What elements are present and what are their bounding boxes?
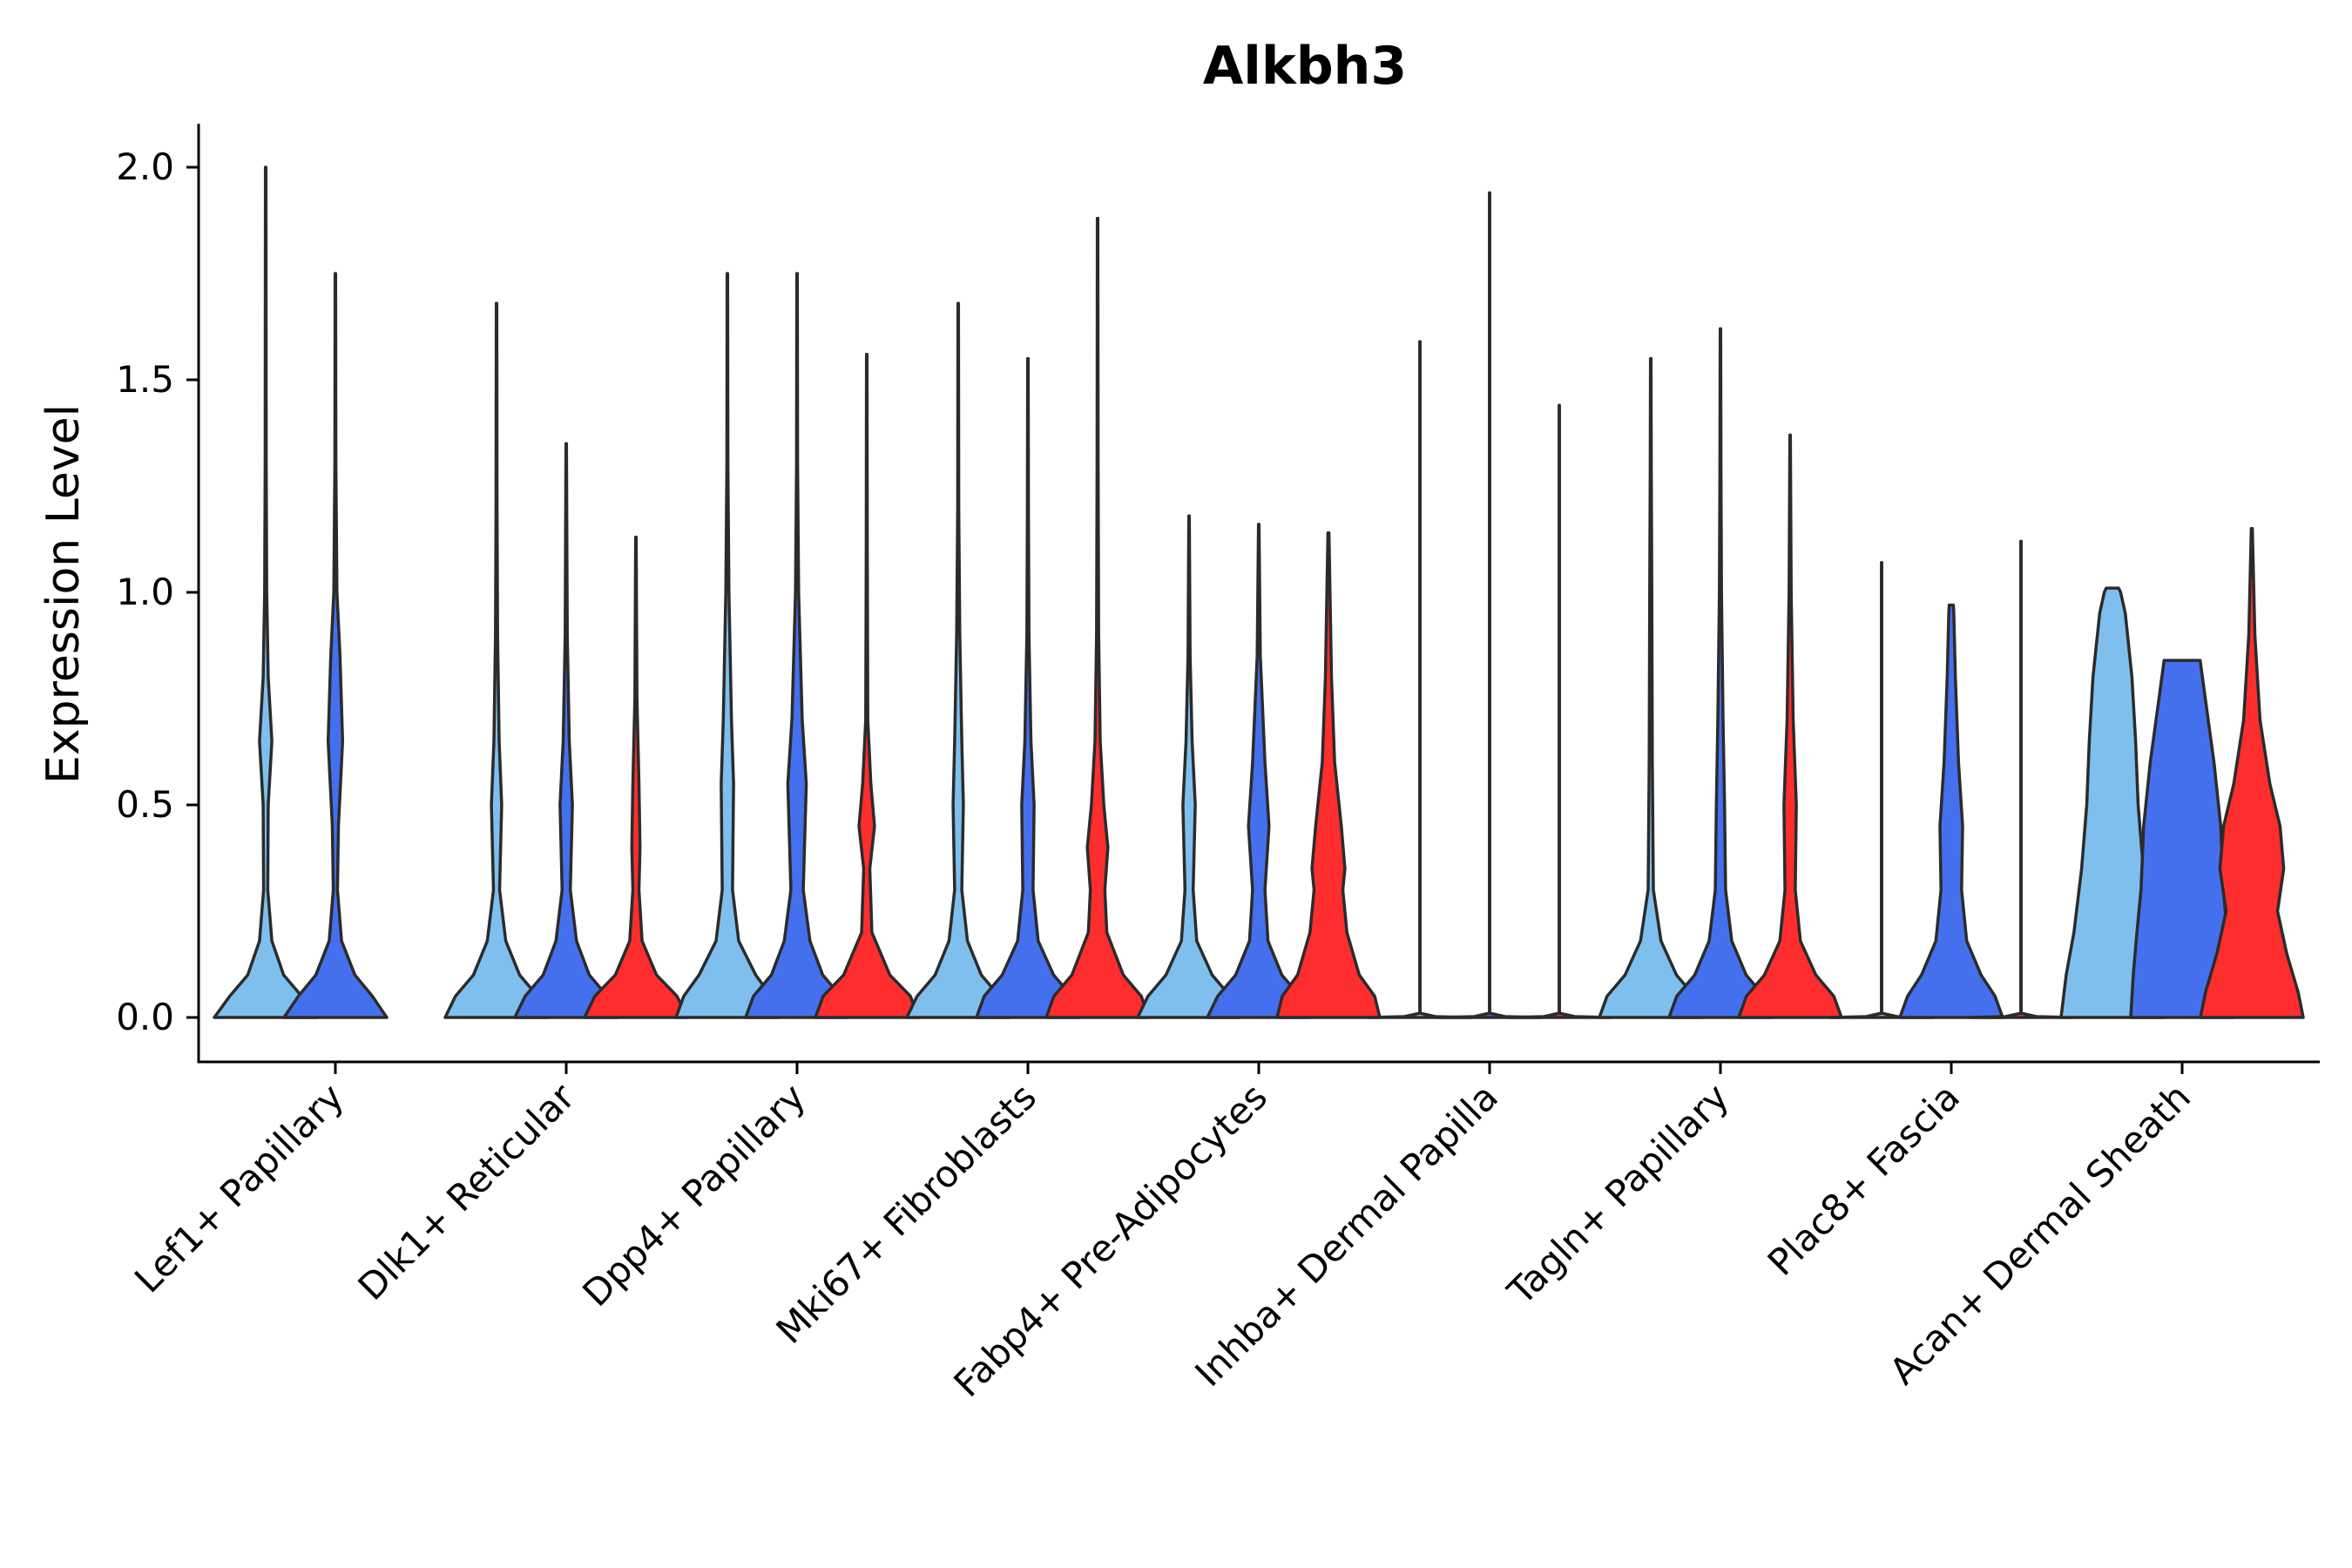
violin-plac8-fascia-group-1	[1828, 561, 1935, 1019]
violin-inhba-dermal-papilla-group-2	[1436, 191, 1543, 1019]
x-tick-label: Dlk1+ Reticular	[350, 1075, 584, 1308]
x-tick-label: Dpp4+ Papillary	[574, 1075, 814, 1315]
violin-mki67-fibroblasts-group-1	[905, 301, 1011, 1019]
y-tick-label: 0.0	[116, 996, 174, 1038]
violin-inhba-dermal-papilla-group-1	[1367, 340, 1473, 1019]
violin-fabp4-pre-adipocytes-group-1	[1136, 514, 1242, 1019]
violin-lef1-papillary-group-1	[213, 166, 319, 1019]
chart-title: Alkbh3	[1203, 36, 1407, 97]
violin-dlk1-reticular-group-2	[513, 442, 619, 1019]
x-tick-label: Tagln+ Papillary	[1499, 1075, 1737, 1313]
y-axis-title: Expression Level	[37, 404, 90, 784]
violin-acan-dermal-sheath-group-3	[2199, 527, 2305, 1019]
violin-mki67-fibroblasts-group-2	[975, 356, 1081, 1019]
violin-dpp4-papillary-group-2	[744, 272, 850, 1019]
violin-dlk1-reticular-group-1	[443, 301, 550, 1019]
y-tick-label: 1.5	[116, 358, 174, 401]
violin-tagln-papillary-group-3	[1737, 433, 1843, 1019]
violin-mki67-fibroblasts-group-3	[1044, 216, 1151, 1019]
violin-fabp4-pre-adipocytes-group-3	[1275, 531, 1382, 1019]
y-tick-label: 2.0	[116, 145, 174, 188]
violin-dpp4-papillary-group-1	[674, 272, 781, 1019]
violin-plac8-fascia-group-2	[1898, 603, 2004, 1019]
y-axis-ticks: 0.0 0.5 1.0 1.5 2.0	[116, 145, 199, 1038]
violin-inhba-dermal-papilla-group-3	[1506, 403, 1612, 1019]
violin-dlk1-reticular-group-3	[583, 535, 689, 1019]
violin-dpp4-papillary-group-3	[814, 352, 920, 1019]
x-tick-label: Plac8+ Fascia	[1760, 1075, 1968, 1283]
y-tick-label: 1.0	[116, 571, 174, 613]
violin-plac8-fascia-group-3	[1968, 539, 2074, 1019]
violin-fabp4-pre-adipocytes-group-2	[1206, 523, 1312, 1019]
y-tick-label: 0.5	[116, 783, 174, 826]
x-tick-label: Mki67+ Fibroblasts	[768, 1075, 1044, 1351]
violin-group	[213, 166, 2305, 1019]
x-tick-label: Lef1+ Papillary	[126, 1075, 352, 1301]
violin-tagln-papillary-group-2	[1667, 327, 1774, 1019]
violin-lef1-papillary-group-2	[282, 272, 389, 1019]
violin-tagln-papillary-group-1	[1598, 356, 1704, 1019]
